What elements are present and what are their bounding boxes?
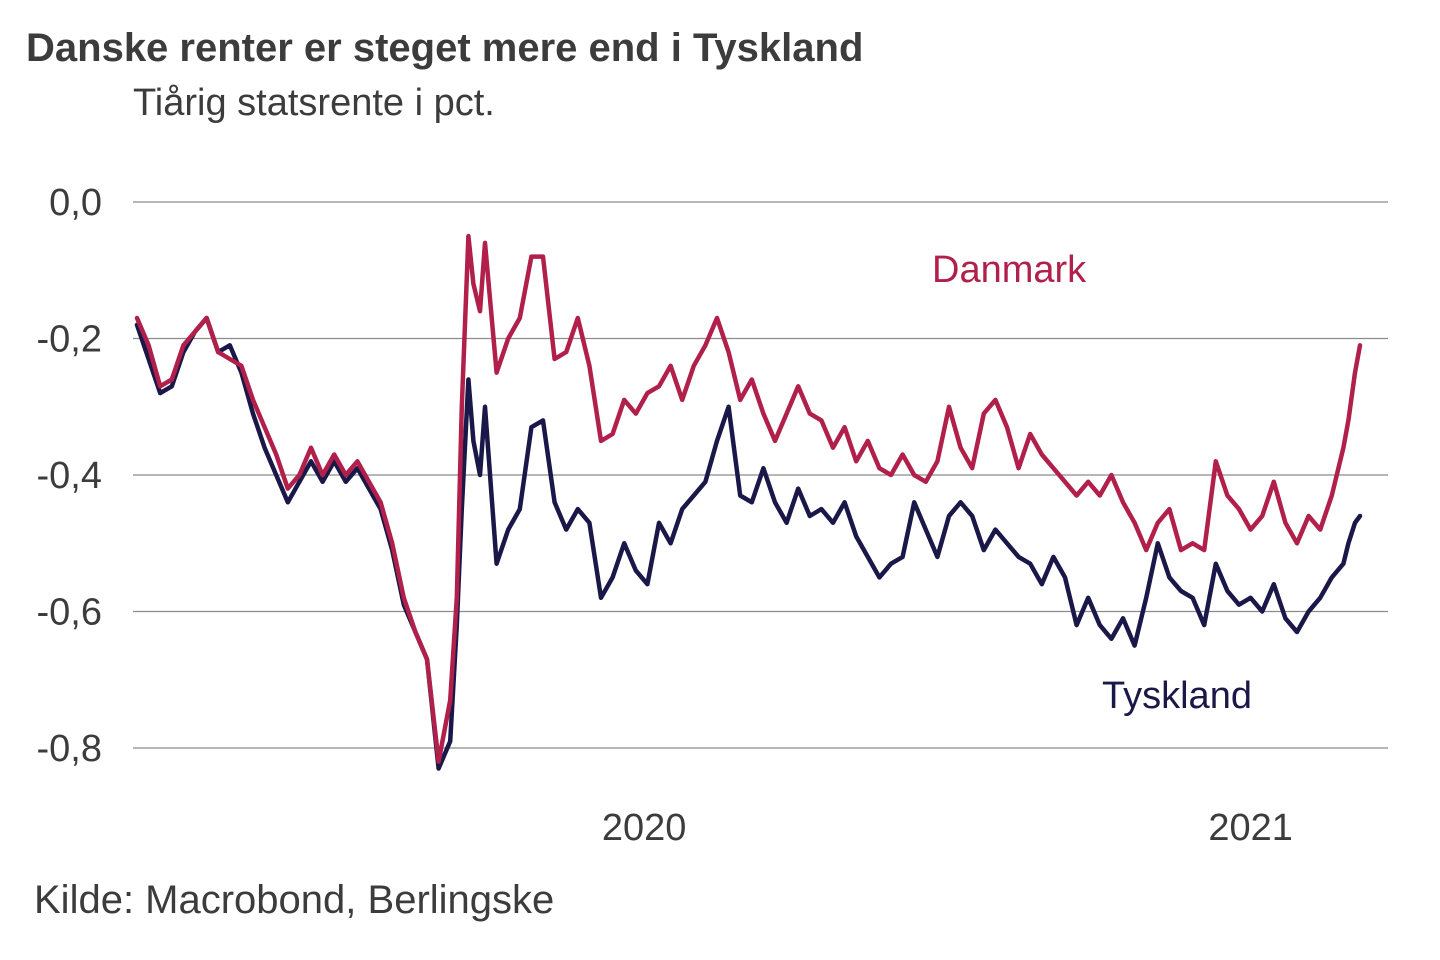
y-tick-label: -0,2 [37, 319, 102, 361]
chart-title: Danske renter er steget mere end i Tyskl… [26, 26, 864, 70]
x-axis-ticks: 2020 2021 [602, 807, 1293, 849]
y-tick-label: -0,8 [37, 728, 102, 770]
series-line-tyskland [134, 315, 1363, 771]
chart-subtitle: Tiårig statsrente i pct. [133, 82, 495, 124]
series-line-danmark [134, 233, 1363, 764]
y-tick-label: 0,0 [49, 182, 102, 224]
series-label-danmark: Danmark [932, 249, 1087, 291]
y-axis-ticks: 0,0 -0,2 -0,4 -0,6 -0,8 [37, 182, 102, 770]
y-tick-label: -0,6 [37, 592, 102, 634]
y-tick-label: -0,4 [37, 455, 102, 497]
x-tick-label: 2020 [602, 807, 687, 849]
series-label-tyskland: Tyskland [1102, 675, 1252, 717]
x-tick-label: 2021 [1208, 807, 1293, 849]
series-lines [134, 233, 1363, 771]
source-note: Kilde: Macrobond, Berlingske [34, 878, 555, 922]
